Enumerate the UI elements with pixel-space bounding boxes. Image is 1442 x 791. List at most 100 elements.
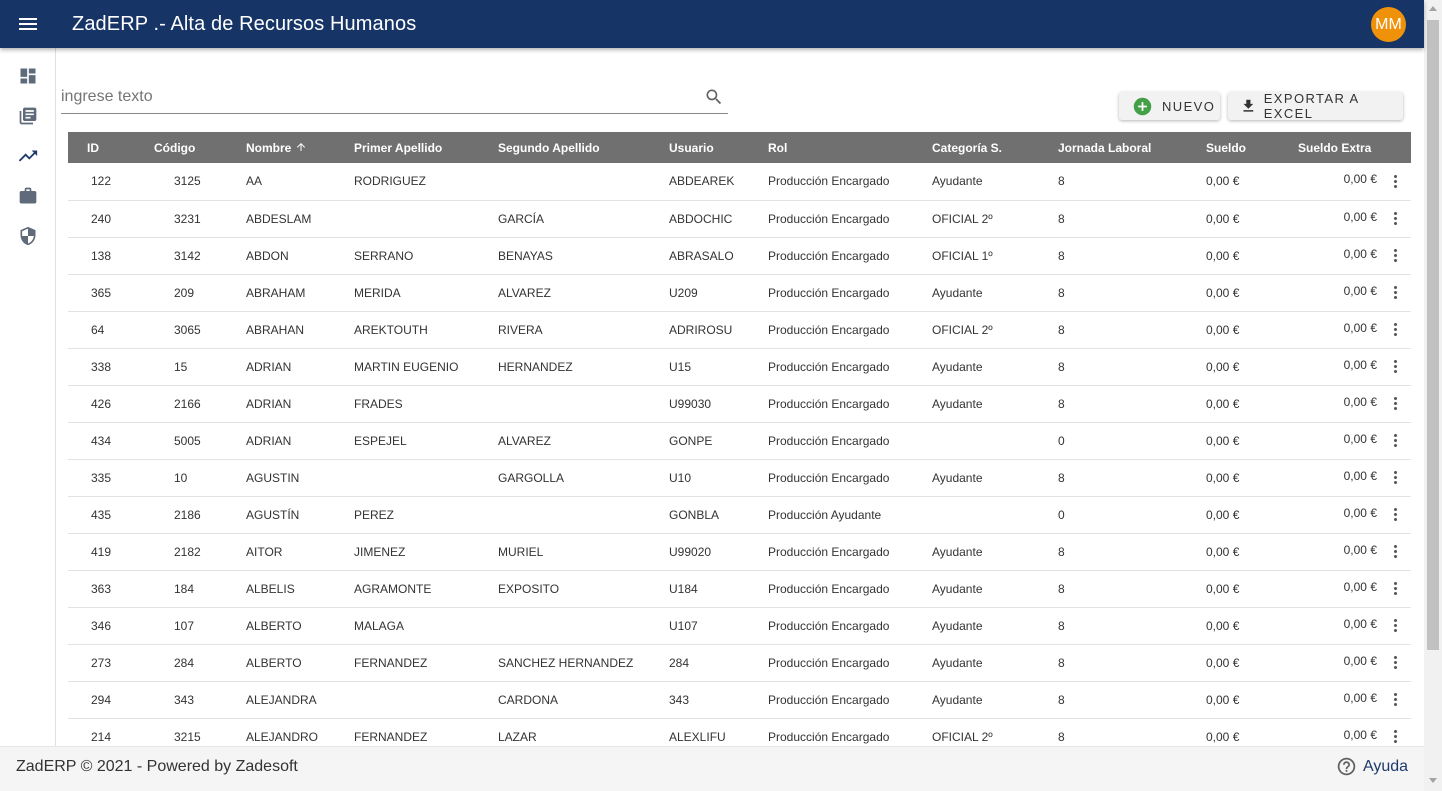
- cell-segundo-apellido: [498, 385, 669, 422]
- sidebar-item-trending[interactable]: [0, 136, 56, 176]
- table-row[interactable]: 434 5005 ADRIAN ESPEJEL ALVAREZ GONPE Producci…: [68, 422, 1411, 459]
- table-row[interactable]: 214 3215 ALEJANDRO FERNANDEZ LAZAR ALEXLIFU Pr…: [68, 718, 1411, 746]
- table-row[interactable]: 338 15 ADRIAN MARTIN EUGENIO HERNANDEZ U15 Pro…: [68, 348, 1411, 385]
- sidebar-item-security[interactable]: [0, 216, 56, 256]
- more-vert-icon[interactable]: [1385, 466, 1405, 490]
- cell-rol: Producción Ayudante: [768, 507, 882, 522]
- cell-jornada: 8: [1058, 322, 1065, 337]
- new-button[interactable]: NUEVO: [1119, 92, 1220, 120]
- table-row[interactable]: 335 10 AGUSTIN GARGOLLA U10 Producción Encarg…: [68, 459, 1411, 496]
- scroll-thumb[interactable]: [1427, 20, 1439, 650]
- table-row[interactable]: 64 3065 ABRAHAN AREKTOUTH RIVERA ADRIROSU Prod…: [68, 311, 1411, 348]
- table-row[interactable]: 294 343 ALEJANDRA CARDONA 343 Producción Enca…: [68, 681, 1411, 718]
- more-vert-icon[interactable]: [1385, 169, 1405, 193]
- cell-categoria: Ayudante: [932, 581, 983, 596]
- cell-categoria: Ayudante: [932, 544, 983, 559]
- cell-codigo: 184: [174, 581, 195, 596]
- more-vert-icon[interactable]: [1385, 207, 1405, 231]
- cell-primer-apellido: MERIDA: [354, 285, 401, 300]
- cell-sueldo-extra: 0,00 €: [1343, 616, 1377, 631]
- more-vert-icon[interactable]: [1385, 651, 1405, 675]
- more-vert-icon[interactable]: [1385, 244, 1405, 268]
- table-row[interactable]: 240 3231 ABDESLAM GARCÍA ABDOCHIC Producción …: [68, 200, 1411, 237]
- table-row[interactable]: 138 3142 ABDON SERRANO BENAYAS ABRASALO Produc…: [68, 237, 1411, 274]
- column-header-sueldo[interactable]: Sueldo: [1206, 140, 1247, 155]
- search-input[interactable]: [61, 86, 681, 108]
- cell-sueldo: 0,00 €: [1206, 581, 1240, 596]
- cell-jornada: 8: [1058, 285, 1065, 300]
- table-row[interactable]: 346 107 ALBERTO MALAGA U107 Producción Encarg…: [68, 607, 1411, 644]
- employees-table: ID Código Nombre Primer Apellido Segundo…: [68, 132, 1411, 746]
- cell-codigo: 2166: [174, 396, 201, 411]
- cell-sueldo-extra: 0,00 €: [1343, 505, 1377, 520]
- cell-jornada: 8: [1058, 359, 1065, 374]
- cell-sueldo: 0,00 €: [1206, 211, 1240, 226]
- cell-nombre: AGUSTIN: [246, 470, 300, 485]
- table-row[interactable]: 273 284 ALBERTO FERNANDEZ SANCHEZ HERNANDEZ 2…: [68, 644, 1411, 681]
- sidebar-item-dashboard[interactable]: [0, 56, 56, 96]
- scroll-down-arrow[interactable]: [1429, 778, 1437, 783]
- search-field: [61, 80, 728, 114]
- table-row[interactable]: 363 184 ALBELIS AGRAMONTE EXPOSITO U184 Produc…: [68, 570, 1411, 607]
- sort-ascending-icon: [296, 142, 305, 151]
- sidebar-item-work[interactable]: [0, 176, 56, 216]
- more-vert-icon[interactable]: [1385, 429, 1405, 453]
- cell-nombre: ABRAHAM: [246, 285, 306, 300]
- column-header-rol[interactable]: Rol: [768, 140, 788, 155]
- search-icon[interactable]: [704, 87, 724, 112]
- cell-categoria: Ayudante: [932, 655, 983, 670]
- export-excel-button[interactable]: EXPORTAR A EXCEL: [1228, 91, 1403, 121]
- more-vert-icon[interactable]: [1385, 688, 1405, 712]
- column-header-sueldo-extra[interactable]: Sueldo Extra: [1298, 140, 1372, 155]
- top-app-bar: ZadERP .- Alta de Recursos Humanos MM: [0, 0, 1424, 48]
- more-vert-icon[interactable]: [1385, 540, 1405, 564]
- cell-nombre: ABRAHAN: [246, 322, 305, 337]
- cell-id: 363: [91, 581, 112, 596]
- table-row[interactable]: 426 2166 ADRIAN FRADES U99030 Producción Enca…: [68, 385, 1411, 422]
- add-circle-icon: [1133, 97, 1152, 115]
- page-scrollbar[interactable]: [1424, 0, 1442, 791]
- cell-nombre: ABDESLAM: [246, 211, 312, 226]
- more-vert-icon[interactable]: [1385, 355, 1405, 379]
- column-header-id[interactable]: ID: [87, 140, 99, 155]
- table-row[interactable]: 435 2186 AGUSTÍN PEREZ GONBLA Producción Ayud…: [68, 496, 1411, 533]
- avatar[interactable]: MM: [1371, 7, 1406, 42]
- column-header-nombre[interactable]: Nombre: [246, 132, 354, 163]
- more-vert-icon[interactable]: [1385, 392, 1405, 416]
- cell-segundo-apellido: MURIEL: [498, 544, 544, 559]
- more-vert-icon[interactable]: [1385, 577, 1405, 601]
- scroll-up-arrow[interactable]: [1429, 6, 1437, 11]
- cell-codigo: 3142: [174, 248, 201, 263]
- more-vert-icon[interactable]: [1385, 614, 1405, 638]
- cell-nombre: ADRIAN: [246, 433, 292, 448]
- table-row[interactable]: 419 2182 AITOR JIMENEZ MURIEL U99020 Producció…: [68, 533, 1411, 570]
- sidebar-item-library[interactable]: [0, 96, 56, 136]
- cell-nombre: ALBERTO: [246, 618, 302, 633]
- menu-button[interactable]: [0, 0, 56, 48]
- cell-usuario: GONBLA: [669, 507, 720, 522]
- table-row[interactable]: 122 3125 AA RODRIGUEZ ABDEAREK Producción Enc…: [68, 163, 1411, 200]
- column-header-categoria[interactable]: Categoría S.: [932, 140, 1003, 155]
- cell-nombre: ALBERTO: [246, 655, 302, 670]
- cell-nombre: ALEJANDRO: [246, 729, 319, 744]
- more-vert-icon[interactable]: [1385, 725, 1405, 747]
- more-vert-icon[interactable]: [1385, 281, 1405, 305]
- cell-sueldo: 0,00 €: [1206, 655, 1240, 670]
- cell-rol: Producción Encargado: [768, 322, 890, 337]
- column-header-codigo[interactable]: Código: [154, 140, 196, 155]
- more-vert-icon[interactable]: [1385, 503, 1405, 527]
- table-row[interactable]: 365 209 ABRAHAM MERIDA ALVAREZ U209 Producción…: [68, 274, 1411, 311]
- cell-usuario: 284: [669, 655, 690, 670]
- cell-primer-apellido: FRADES: [354, 396, 403, 411]
- footer: ZadERP © 2021 - Powered by Zadesoft Ayud…: [0, 746, 1424, 791]
- column-header-jornada[interactable]: Jornada Laboral: [1058, 140, 1152, 155]
- help-link[interactable]: Ayuda: [1336, 756, 1408, 777]
- cell-rol: Producción Encargado: [768, 729, 890, 744]
- more-vert-icon[interactable]: [1385, 318, 1405, 342]
- cell-primer-apellido: ESPEJEL: [354, 433, 407, 448]
- column-header-segundo-apellido[interactable]: Segundo Apellido: [498, 140, 600, 155]
- column-header-primer-apellido[interactable]: Primer Apellido: [354, 140, 443, 155]
- cell-usuario: U184: [669, 581, 698, 596]
- column-header-usuario[interactable]: Usuario: [669, 140, 714, 155]
- cell-primer-apellido: [354, 459, 498, 496]
